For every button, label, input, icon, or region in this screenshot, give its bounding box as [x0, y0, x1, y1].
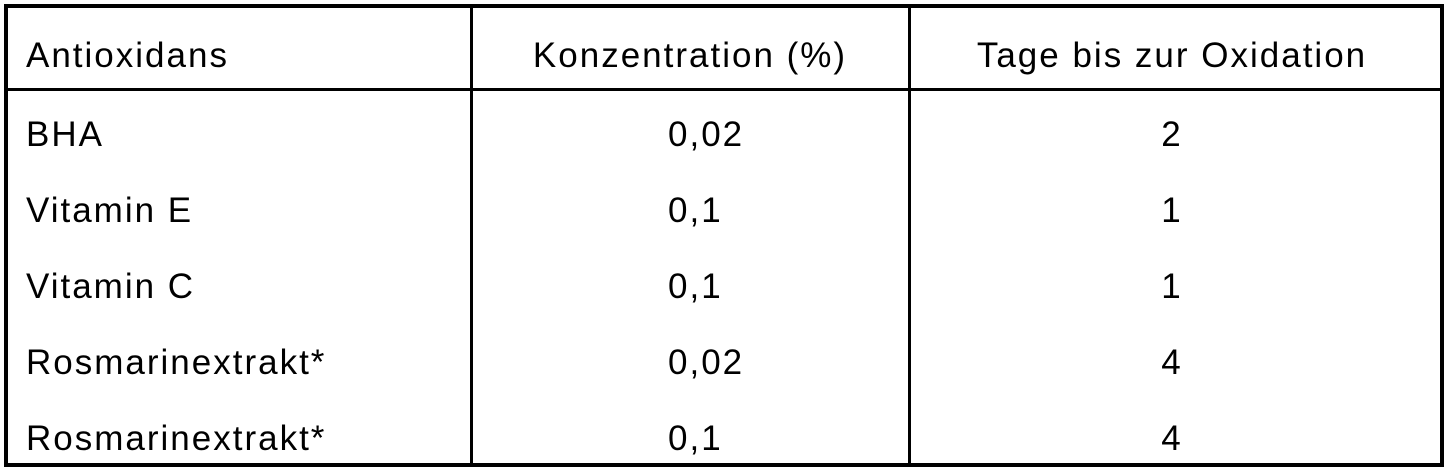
page: Antioxidans Konzentration (%)Tage bis zur…: [0, 0, 1446, 467]
table: Antioxidans Konzentration (%)Tage bis zur…: [4, 4, 1444, 467]
column-divider: [470, 8, 473, 463]
cell: Rosmarinextrakt*: [26, 343, 326, 383]
header-cell: Konzentration (%): [470, 36, 910, 76]
header-cell: Tage bis zur Oxidation: [908, 36, 1436, 76]
cell: 0,1: [668, 267, 723, 307]
cell: 4: [908, 343, 1436, 383]
cell: Vitamin C: [26, 267, 195, 307]
cell: 2: [908, 115, 1436, 155]
cell: 0,1: [668, 191, 723, 231]
cell: Vitamin E: [26, 191, 193, 231]
cell: 0,02: [668, 115, 744, 155]
cell: 0,02: [668, 343, 744, 383]
cell: 1: [908, 191, 1436, 231]
header-cell: Antioxidans: [26, 36, 229, 76]
cell: 1: [908, 267, 1436, 307]
cell: 0,1: [668, 419, 723, 459]
header-divider: [8, 88, 1440, 91]
cell: 4: [908, 419, 1436, 459]
column-divider: [908, 8, 911, 463]
cell: BHA: [26, 115, 104, 155]
cell: Rosmarinextrakt*: [26, 419, 326, 459]
